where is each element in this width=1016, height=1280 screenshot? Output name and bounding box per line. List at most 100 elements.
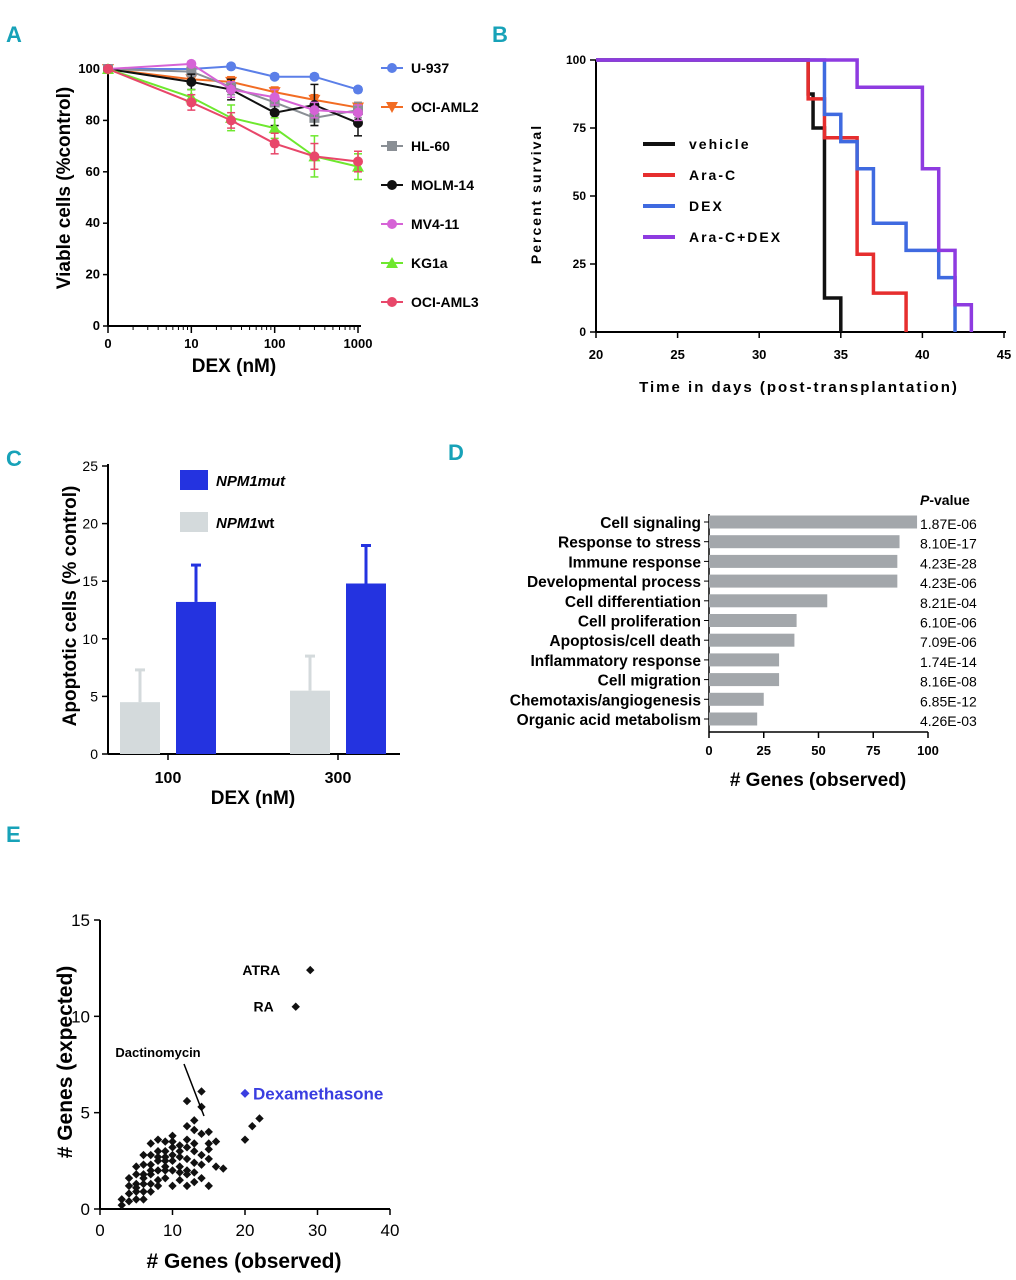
d-category-label: Cell migration [598,673,701,690]
d-row-cell-migration: Cell migration 8.16E-08 [598,673,977,690]
b-curve-dex [596,58,957,332]
a-point-mv4-11 [309,105,320,116]
d-category-label: Inflammatory response [530,653,701,670]
c-legend-swatch-npm1wt [180,512,208,532]
d-bar-chemotaxis-angiogenesis [709,692,764,706]
d-bar-immune-response [709,554,898,568]
b-x-tick-label: 40 [915,347,929,362]
a-legend-marker [387,180,397,190]
d-row-cell-differentiation: Cell differentiation 8.21E-04 [565,594,977,611]
panel-label-e: E [6,822,21,847]
e-y-axis-title: # Genes (expected) [54,966,77,1159]
e-point [153,1181,163,1191]
c-y-tick-label: 15 [82,573,98,589]
e-point [139,1187,148,1196]
c-bar-npm1wt-300 [290,690,330,754]
a-point-u-937 [309,71,320,82]
e-point [255,1114,264,1123]
e-point [168,1150,177,1160]
a-y-tick-label: 20 [86,267,100,282]
e-point [182,1096,192,1106]
e-point [132,1162,141,1171]
a-point-u-937 [269,71,280,82]
b-curve-vehicle [596,58,843,332]
a-legend-item-oci-aml2: OCI-AML2 [381,99,479,115]
d-category-label: Cell proliferation [578,614,701,631]
e-point [182,1181,192,1191]
a-x-axis-title: DEX (nM) [192,356,276,377]
e-point [139,1195,148,1204]
e-point [153,1175,163,1185]
e-point [153,1147,163,1156]
d-row-chemotaxis-angiogenesis: Chemotaxis/angiogenesis 6.85E-12 [510,692,977,709]
e-point [190,1147,199,1156]
a-series-molm-14 [103,64,363,137]
a-y-tick-label: 60 [86,164,100,179]
a-legend-item-oci-aml3: OCI-AML3 [381,294,479,310]
e-point [168,1181,177,1191]
d-row-immune-response: Immune response 4.23E-28 [568,554,977,571]
d-row-cell-proliferation: Cell proliferation 6.10E-06 [578,614,977,631]
e-point [204,1139,213,1148]
b-legend-label: vehicle [689,136,750,152]
e-label-ra: RA [254,999,274,1015]
a-line-oci-aml3 [107,68,359,163]
b-legend-item-dex: DEX [643,198,722,214]
c-legend-npm1-text: NPM1 [216,515,258,532]
c-y-axis-title: Apoptotic cells (% control) [60,486,81,727]
b-x-tick-label: 35 [834,347,848,362]
d-x-tick-label: 25 [757,743,771,758]
a-legend-item-hl-60: HL-60 [381,138,450,154]
c-bar-npm1mut-100 [176,601,216,754]
d-category-label: Response to stress [558,535,701,552]
d-x-tick-label: 50 [811,743,825,758]
d-category-label: Cell differentiation [565,594,701,611]
d-pvalue: 1.87E-06 [920,516,977,532]
a-point-molm-14 [269,107,280,118]
e-point [139,1173,148,1183]
e-point [211,1162,221,1171]
e-point [248,1121,257,1131]
a-series-oci-aml3 [103,64,363,173]
panel-c-apoptosis-chart: 0 5 10 15 20 25 100 300 Apoptotic cells (% con… [60,458,400,809]
d-pvalue: 4.26E-03 [920,713,977,729]
e-point [190,1177,199,1187]
a-legend-item-mv4-11: MV4-11 [381,216,459,232]
a-point-mv4-11 [269,92,280,103]
a-x-tick-label: 0 [104,336,111,351]
d-category-label: Developmental process [527,574,701,591]
b-x-tick-label: 25 [670,347,684,362]
a-legend-label: KG1a [411,255,448,271]
a-point-oci-aml3 [309,151,320,162]
d-bar-cell-differentiation [709,594,828,608]
e-point [197,1102,206,1112]
a-line-hl-60 [107,68,359,119]
d-bar-organic-acid-metabolism [709,712,758,726]
b-y-tick-label: 50 [573,189,587,203]
c-x-tick-label: 100 [155,770,182,787]
b-x-tick-label: 45 [997,347,1011,362]
e-point [124,1189,134,1198]
e-point [204,1145,213,1154]
e-point [146,1139,155,1148]
a-legend-marker [386,257,398,268]
c-y-tick-label: 0 [90,746,98,762]
a-legend-label: MV4-11 [411,216,459,232]
d-bar-response-to-stress [709,535,900,549]
a-point-hl-60 [186,66,197,77]
c-x-axis-title: DEX (nM) [211,788,295,809]
panel-label-c: C [6,446,22,471]
a-line-u-937 [108,65,359,91]
c-y-tick-label: 5 [90,688,98,704]
e-point [182,1143,192,1152]
e-point [168,1166,177,1175]
c-legend-label-npm1mut: NPM1mut [216,473,286,490]
e-point [168,1137,177,1146]
e-point [204,1127,213,1137]
a-legend-item-kg1a: KG1a [381,255,448,271]
c-legend-label-npm1wt: NPM1wt [216,515,274,532]
e-point [153,1152,163,1162]
d-pvalue: 4.23E-28 [920,555,977,571]
a-legend-label: OCI-AML3 [411,294,479,310]
